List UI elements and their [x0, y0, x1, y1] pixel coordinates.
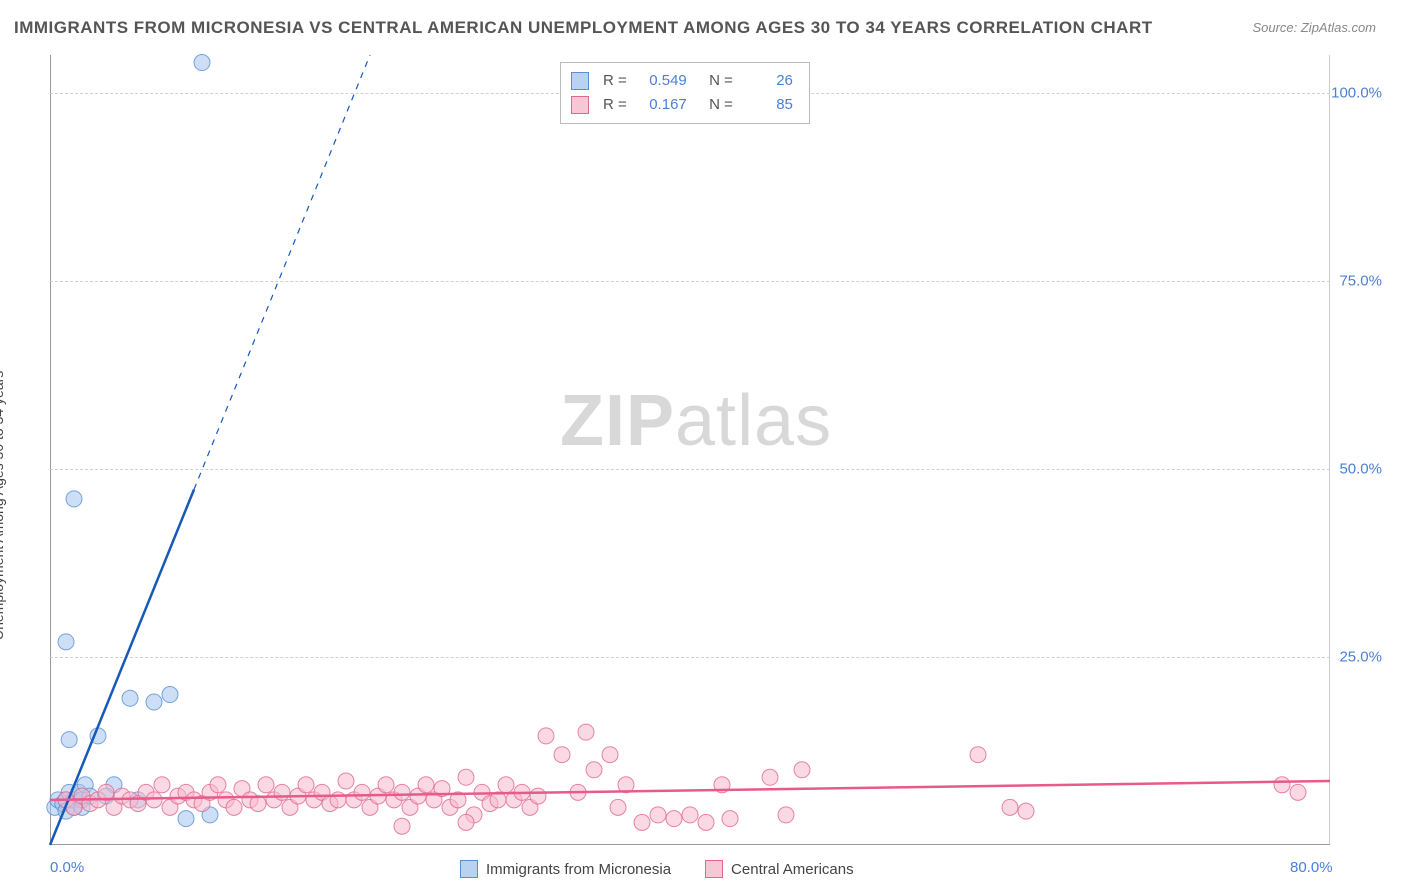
r-label: R =	[603, 93, 627, 117]
n-value-micronesia: 26	[743, 69, 793, 93]
legend-row-central: R = 0.167 N = 85	[571, 93, 793, 117]
r-value-micronesia: 0.549	[637, 69, 687, 93]
legend-item-central: Central Americans	[705, 860, 854, 878]
swatch-micronesia	[571, 72, 589, 90]
chart-title: IMMIGRANTS FROM MICRONESIA VS CENTRAL AM…	[14, 18, 1153, 38]
legend-label-central: Central Americans	[731, 861, 854, 878]
legend-row-micronesia: R = 0.549 N = 26	[571, 69, 793, 93]
legend-item-micronesia: Immigrants from Micronesia	[460, 860, 671, 878]
scatter-plot	[50, 55, 1330, 845]
r-label: R =	[603, 69, 627, 93]
correlation-legend: R = 0.549 N = 26 R = 0.167 N = 85	[560, 62, 810, 124]
series-legend: Immigrants from Micronesia Central Ameri…	[460, 860, 854, 878]
n-value-central: 85	[743, 93, 793, 117]
r-value-central: 0.167	[637, 93, 687, 117]
legend-label-micronesia: Immigrants from Micronesia	[486, 861, 671, 878]
swatch-micronesia-icon	[460, 860, 478, 878]
n-label: N =	[701, 93, 733, 117]
swatch-central-icon	[705, 860, 723, 878]
source-attribution: Source: ZipAtlas.com	[1252, 20, 1376, 35]
chart-container: IMMIGRANTS FROM MICRONESIA VS CENTRAL AM…	[0, 0, 1406, 892]
y-axis-label: Unemployment Among Ages 30 to 34 years	[0, 371, 6, 640]
n-label: N =	[701, 69, 733, 93]
swatch-central	[571, 96, 589, 114]
